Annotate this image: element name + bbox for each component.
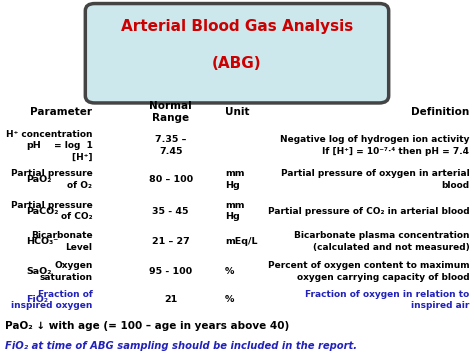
Text: Definition: Definition [411,107,469,117]
Text: 80 – 100: 80 – 100 [148,175,193,184]
Text: Partial pressure
of O₂: Partial pressure of O₂ [11,169,92,190]
Text: FiO₂: FiO₂ [26,295,48,305]
Text: 95 - 100: 95 - 100 [149,267,192,276]
Text: (ABG): (ABG) [212,56,262,71]
Text: Bicarbonate plasma concentration
(calculated and not measured): Bicarbonate plasma concentration (calcul… [294,231,469,252]
Text: 35 - 45: 35 - 45 [152,207,189,216]
Text: Fraction of
inspired oxygen: Fraction of inspired oxygen [11,290,92,310]
Text: pH: pH [26,141,41,150]
Text: Partial pressure of CO₂ in arterial blood: Partial pressure of CO₂ in arterial bloo… [268,207,469,216]
Text: PaO₂: PaO₂ [26,175,52,184]
Text: 21: 21 [164,295,177,305]
Text: mEq/L: mEq/L [225,237,258,246]
Text: Parameter: Parameter [30,107,92,117]
Text: Partial pressure
of CO₂: Partial pressure of CO₂ [11,201,92,222]
Text: HCO₃⁻: HCO₃⁻ [26,237,58,246]
Text: PaO₂ ↓ with age (= 100 – age in years above 40): PaO₂ ↓ with age (= 100 – age in years ab… [5,321,289,331]
Text: PaCO₂: PaCO₂ [26,207,58,216]
Text: FiO₂ at time of ABG sampling should be included in the report.: FiO₂ at time of ABG sampling should be i… [5,341,357,351]
Text: Partial pressure of oxygen in arterial
blood: Partial pressure of oxygen in arterial b… [281,169,469,190]
Text: mm
Hg: mm Hg [225,201,245,222]
Text: Percent of oxygen content to maximum
oxygen carrying capacity of blood: Percent of oxygen content to maximum oxy… [268,261,469,282]
Text: %: % [225,295,235,305]
Text: %: % [225,267,235,276]
Text: Negative log of hydrogen ion activity
If [H⁺] = 10⁻⁷·⁴ then pH = 7.4: Negative log of hydrogen ion activity If… [280,135,469,156]
Text: 21 – 27: 21 – 27 [152,237,190,246]
Text: Normal
Range: Normal Range [149,101,192,122]
Text: Arterial Blood Gas Analysis: Arterial Blood Gas Analysis [121,19,353,34]
Text: Fraction of oxygen in relation to
inspired air: Fraction of oxygen in relation to inspir… [305,290,469,310]
Text: SaO₂: SaO₂ [26,267,52,276]
Text: mm
Hg: mm Hg [225,169,245,190]
Text: H⁺ concentration
= log  1
        [H⁺]: H⁺ concentration = log 1 [H⁺] [6,130,92,162]
Text: 7.35 –
7.45: 7.35 – 7.45 [155,135,186,156]
Text: Bicarbonate
Level: Bicarbonate Level [31,231,92,252]
Text: Unit: Unit [225,107,250,117]
FancyBboxPatch shape [85,4,389,103]
Text: Oxygen
saturation: Oxygen saturation [39,261,92,282]
